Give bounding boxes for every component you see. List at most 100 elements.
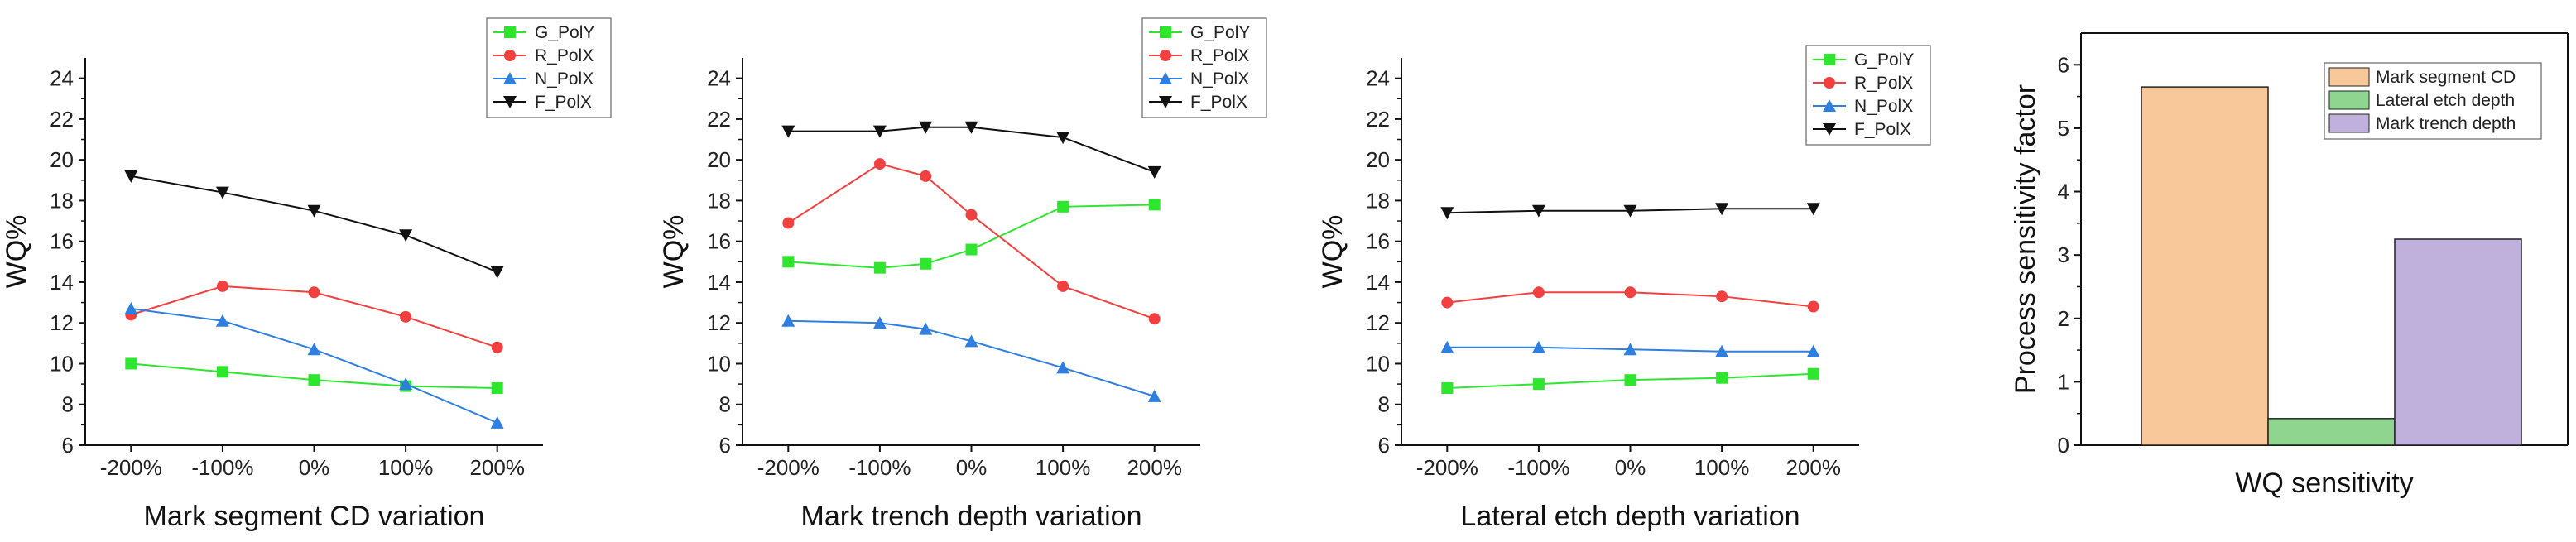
data-point bbox=[1716, 372, 1728, 384]
data-point bbox=[400, 310, 412, 323]
y-axis-label: WQ% bbox=[1317, 215, 1348, 289]
y-tick-label: 22 bbox=[50, 107, 74, 132]
y-tick-label: 3 bbox=[2058, 242, 2069, 267]
series-line-r-polx bbox=[787, 163, 1156, 320]
data-point bbox=[399, 377, 413, 391]
y-tick-label: 20 bbox=[50, 147, 74, 172]
data-point bbox=[1148, 199, 1161, 211]
data-point bbox=[1441, 382, 1454, 395]
legend-label: N_PolX bbox=[535, 70, 594, 89]
y-axis-label: WQ% bbox=[658, 215, 690, 289]
data-point bbox=[307, 343, 321, 356]
data-point bbox=[1440, 340, 1454, 353]
data-point bbox=[490, 266, 504, 279]
legend-marker bbox=[503, 72, 517, 84]
data-point bbox=[1057, 280, 1069, 292]
x-tick-label: 100% bbox=[378, 455, 434, 480]
data-point bbox=[965, 243, 978, 256]
bar-mark-segment-cd bbox=[2141, 86, 2269, 446]
y-tick-label: 12 bbox=[50, 310, 74, 335]
data-point bbox=[491, 341, 503, 353]
y-axis-label: Process sensitivity factor bbox=[2010, 84, 2041, 394]
y-tick-label: 6 bbox=[719, 433, 731, 458]
data-point bbox=[491, 382, 503, 395]
chart-mark-segment-cd: 6 8 10 12 14 16 18 20 22 24 -200% -100% 0% 100% 200% Ma… bbox=[1, 17, 612, 532]
y-axis-label: WQ% bbox=[1, 215, 32, 289]
data-point bbox=[216, 366, 228, 378]
y-tick-label: 6 bbox=[2058, 52, 2069, 77]
legend-marker bbox=[503, 96, 517, 108]
legend-marker bbox=[1824, 54, 1835, 65]
data-point bbox=[1623, 204, 1637, 218]
y-tick-label: 14 bbox=[50, 270, 74, 295]
data-point bbox=[308, 374, 320, 386]
legend-label: F_PolX bbox=[535, 93, 592, 112]
y-tick-label: 6 bbox=[1378, 433, 1390, 458]
y-tick-label: 16 bbox=[50, 229, 74, 254]
y-tick-label: 2 bbox=[2058, 306, 2069, 331]
y-tick-label: 10 bbox=[707, 351, 731, 376]
data-point bbox=[964, 121, 978, 134]
legend-marker bbox=[504, 26, 516, 38]
data-point bbox=[872, 316, 887, 329]
y-tick-label: 16 bbox=[1366, 229, 1390, 254]
y-tick-label: 10 bbox=[1366, 351, 1390, 376]
data-point bbox=[399, 229, 413, 242]
x-tick-label: 0% bbox=[956, 455, 988, 480]
y-tick-label: 24 bbox=[50, 66, 74, 91]
data-point bbox=[215, 314, 229, 327]
legend-marker bbox=[1823, 99, 1836, 112]
legend-marker bbox=[1160, 26, 1171, 38]
data-point bbox=[872, 125, 887, 138]
data-point bbox=[873, 261, 886, 274]
data-point bbox=[1441, 296, 1454, 309]
legend-marker bbox=[504, 50, 516, 61]
legend-swatch bbox=[2328, 90, 2370, 110]
x-axis-label: WQ sensitivity bbox=[2235, 468, 2413, 499]
y-tick-label: 24 bbox=[707, 66, 731, 91]
data-point bbox=[964, 334, 978, 348]
y-tick-label: 12 bbox=[707, 310, 731, 335]
chart-wq-sensitivity-bars: 0 1 2 3 4 5 6 WQ sensitivity Process sensitivity… bbox=[2010, 32, 2569, 499]
data-point bbox=[1715, 344, 1729, 357]
legend-marker bbox=[1159, 72, 1172, 84]
data-point bbox=[1148, 313, 1161, 325]
data-point bbox=[1147, 165, 1161, 179]
y-tick-label: 24 bbox=[1366, 66, 1390, 91]
y-tick-label: 20 bbox=[707, 147, 731, 172]
data-point bbox=[1440, 207, 1454, 220]
series-line-g-poly bbox=[788, 204, 1155, 269]
legend-label: N_PolX bbox=[1854, 97, 1913, 116]
data-point bbox=[965, 209, 978, 221]
legend-label: F_PolX bbox=[1190, 93, 1247, 112]
data-point bbox=[1806, 203, 1820, 216]
y-tick-label: 14 bbox=[707, 270, 731, 295]
data-point bbox=[124, 301, 138, 314]
data-point bbox=[782, 256, 795, 268]
x-tick-label: -200% bbox=[1416, 455, 1478, 480]
data-point bbox=[1147, 389, 1161, 402]
x-tick-label: -200% bbox=[100, 455, 162, 480]
legend-label: R_PolX bbox=[1190, 46, 1249, 65]
y-tick-label: 8 bbox=[719, 392, 731, 417]
data-point bbox=[308, 286, 320, 299]
legend-marker bbox=[1160, 50, 1171, 61]
x-axis-label: Mark trench depth variation bbox=[801, 501, 1142, 532]
legend-label: F_PolX bbox=[1854, 120, 1911, 139]
legend-label: R_PolX bbox=[1854, 74, 1913, 93]
y-tick-label: 18 bbox=[1366, 188, 1390, 213]
y-tick-label: 22 bbox=[1366, 107, 1390, 132]
data-point bbox=[1715, 203, 1729, 216]
series-line-n-polx bbox=[131, 307, 498, 424]
x-tick-label: 100% bbox=[1694, 455, 1750, 480]
y-tick-label: 12 bbox=[1366, 310, 1390, 335]
legend-label: G_PolY bbox=[1854, 50, 1914, 70]
legend-marker bbox=[1824, 77, 1835, 89]
legend-label: N_PolX bbox=[1190, 70, 1249, 89]
legend-label: Lateral etch depth bbox=[2376, 91, 2515, 110]
chart-mark-trench-depth: 6 8 10 12 14 16 18 20 22 24 -200% -100% 0% 100% 200% Ma… bbox=[658, 17, 1267, 532]
data-point bbox=[1531, 204, 1545, 218]
x-axis-label: Lateral etch depth variation bbox=[1460, 501, 1800, 532]
data-point bbox=[920, 170, 932, 182]
